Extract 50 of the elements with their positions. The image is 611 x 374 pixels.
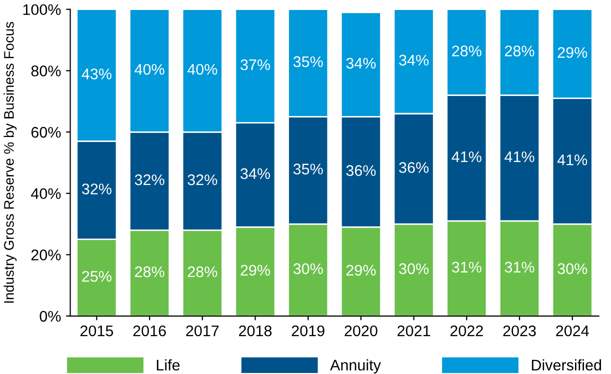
x-tick-label: 2023 xyxy=(503,325,536,336)
data-label: 34% xyxy=(240,168,270,180)
x-tick-label: 2024 xyxy=(556,325,589,336)
data-label: 28% xyxy=(452,46,482,56)
y-tick-label: 40% xyxy=(31,188,61,200)
data-label: 28% xyxy=(188,266,218,278)
y-tick-label: 20% xyxy=(31,250,61,260)
data-label: 32% xyxy=(82,184,112,194)
x-tick-label: 2016 xyxy=(133,325,166,336)
data-label: 37% xyxy=(240,59,270,70)
data-label: 30% xyxy=(399,263,429,274)
data-label: 29% xyxy=(346,264,376,276)
legend-label: Life xyxy=(156,359,180,371)
y-tick-label: 0% xyxy=(40,310,61,322)
data-label: 31% xyxy=(452,262,482,273)
data-label: 35% xyxy=(293,56,323,68)
x-tick-label: 2020 xyxy=(344,325,378,336)
data-label: 35% xyxy=(293,164,323,174)
data-label: 32% xyxy=(188,174,218,186)
data-label: 40% xyxy=(187,64,218,75)
data-label: 32% xyxy=(134,174,164,186)
x-tick-label: 2018 xyxy=(239,325,272,336)
data-label: 40% xyxy=(134,64,164,75)
data-label: 34% xyxy=(399,54,429,66)
y-axis-title: Industry Gross Reserve % by Business Focus xyxy=(4,22,17,303)
data-label: 28% xyxy=(504,46,534,56)
data-label: 41% xyxy=(504,151,534,162)
data-label: 41% xyxy=(452,151,482,162)
data-label: 30% xyxy=(558,263,588,274)
data-label: 29% xyxy=(558,47,588,58)
data-label: 25% xyxy=(82,270,112,282)
data-label: 36% xyxy=(399,162,429,173)
data-label: 31% xyxy=(504,262,534,273)
x-tick-label: 2022 xyxy=(450,325,483,336)
legend-label: Diversified xyxy=(532,359,602,371)
y-tick-label: 100% xyxy=(23,4,61,16)
data-label: 36% xyxy=(346,165,376,176)
x-tick-label: 2021 xyxy=(398,325,430,336)
y-tick-label: 60% xyxy=(31,126,61,138)
x-tick-label: 2015 xyxy=(80,325,114,336)
data-label: 43% xyxy=(82,68,112,80)
x-tick-label: 2017 xyxy=(186,325,219,336)
x-tick-label: 2019 xyxy=(292,325,324,336)
data-label: 30% xyxy=(293,263,323,274)
data-label: 28% xyxy=(135,266,164,278)
data-label: 29% xyxy=(240,264,270,276)
data-label: 41% xyxy=(557,154,588,166)
y-tick-label: 80% xyxy=(31,66,61,76)
legend-label: Annuity xyxy=(330,359,381,374)
data-label: 34% xyxy=(346,58,376,69)
